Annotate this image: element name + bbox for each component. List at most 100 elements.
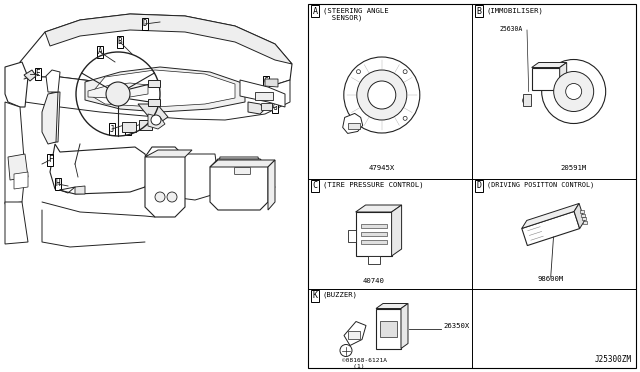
Circle shape xyxy=(357,70,407,120)
Text: D: D xyxy=(477,182,481,190)
Circle shape xyxy=(340,344,352,356)
FancyBboxPatch shape xyxy=(356,212,392,256)
Text: B: B xyxy=(118,38,122,46)
Polygon shape xyxy=(139,120,152,130)
Polygon shape xyxy=(167,154,218,200)
Polygon shape xyxy=(376,304,408,308)
Polygon shape xyxy=(42,92,58,144)
Polygon shape xyxy=(88,83,148,98)
FancyBboxPatch shape xyxy=(360,240,387,244)
Polygon shape xyxy=(401,304,408,349)
Polygon shape xyxy=(240,80,285,107)
Polygon shape xyxy=(75,186,85,194)
Polygon shape xyxy=(5,62,28,107)
Text: E: E xyxy=(36,70,40,78)
Circle shape xyxy=(106,82,130,106)
Polygon shape xyxy=(85,67,245,112)
Polygon shape xyxy=(523,93,531,106)
FancyBboxPatch shape xyxy=(348,230,356,242)
Text: 98600M: 98600M xyxy=(538,276,564,282)
Text: D: D xyxy=(143,19,147,29)
Text: 47945X: 47945X xyxy=(369,165,395,171)
FancyBboxPatch shape xyxy=(580,210,584,213)
Polygon shape xyxy=(52,92,60,142)
Polygon shape xyxy=(210,160,275,167)
FancyBboxPatch shape xyxy=(376,308,401,349)
Polygon shape xyxy=(20,72,290,120)
Circle shape xyxy=(368,81,396,109)
FancyBboxPatch shape xyxy=(367,256,380,264)
Polygon shape xyxy=(248,102,265,114)
FancyBboxPatch shape xyxy=(255,92,273,100)
Circle shape xyxy=(151,115,161,125)
Text: B: B xyxy=(477,6,481,16)
FancyBboxPatch shape xyxy=(532,67,559,90)
Text: C: C xyxy=(264,77,268,87)
FancyBboxPatch shape xyxy=(348,330,360,339)
Text: J25300ZM: J25300ZM xyxy=(595,355,632,364)
Polygon shape xyxy=(148,114,165,129)
FancyBboxPatch shape xyxy=(584,221,588,224)
Polygon shape xyxy=(342,113,363,134)
Text: A: A xyxy=(98,48,102,57)
Circle shape xyxy=(523,96,531,105)
Text: 25630A: 25630A xyxy=(500,26,524,32)
FancyBboxPatch shape xyxy=(581,214,585,217)
Polygon shape xyxy=(24,70,36,81)
Polygon shape xyxy=(45,14,292,64)
Text: (TIRE PRESSURE CONTROL): (TIRE PRESSURE CONTROL) xyxy=(323,182,424,189)
Text: 26350X: 26350X xyxy=(443,324,469,330)
Circle shape xyxy=(541,60,605,124)
Circle shape xyxy=(554,71,594,112)
Text: 40740: 40740 xyxy=(363,278,385,284)
Polygon shape xyxy=(559,62,566,90)
FancyBboxPatch shape xyxy=(348,124,360,129)
Text: G: G xyxy=(273,103,277,112)
Circle shape xyxy=(566,83,582,99)
Text: ©08168-6121A
   (1): ©08168-6121A (1) xyxy=(342,359,387,369)
Circle shape xyxy=(167,192,177,202)
Polygon shape xyxy=(522,211,580,246)
Text: 20591M: 20591M xyxy=(561,165,587,171)
Polygon shape xyxy=(574,203,585,228)
Text: C: C xyxy=(312,182,317,190)
Circle shape xyxy=(356,70,360,74)
Circle shape xyxy=(344,57,420,133)
Polygon shape xyxy=(344,321,366,346)
Text: (IMMOBILISER): (IMMOBILISER) xyxy=(487,7,544,13)
Polygon shape xyxy=(145,150,192,157)
Polygon shape xyxy=(145,147,185,217)
Polygon shape xyxy=(122,122,136,132)
Polygon shape xyxy=(90,70,235,107)
Polygon shape xyxy=(50,144,150,194)
Polygon shape xyxy=(8,154,28,180)
Bar xyxy=(0,0,308,372)
Text: S: S xyxy=(344,348,348,353)
Polygon shape xyxy=(265,79,278,87)
FancyBboxPatch shape xyxy=(360,232,387,236)
Text: K: K xyxy=(312,292,317,301)
Text: H: H xyxy=(56,180,60,189)
Polygon shape xyxy=(138,104,168,124)
Text: K: K xyxy=(125,125,131,134)
Polygon shape xyxy=(14,172,28,189)
Text: (STEERING ANGLE
  SENSOR): (STEERING ANGLE SENSOR) xyxy=(323,7,388,21)
Polygon shape xyxy=(532,62,566,67)
Polygon shape xyxy=(216,157,262,197)
Polygon shape xyxy=(5,202,28,244)
FancyBboxPatch shape xyxy=(360,224,387,228)
Polygon shape xyxy=(210,159,268,210)
Text: J: J xyxy=(109,125,115,134)
Text: (BUZZER): (BUZZER) xyxy=(323,292,358,298)
Text: A: A xyxy=(312,6,317,16)
FancyBboxPatch shape xyxy=(380,321,397,337)
Text: F: F xyxy=(48,155,52,164)
Circle shape xyxy=(403,116,407,120)
Polygon shape xyxy=(5,102,25,204)
Circle shape xyxy=(155,192,165,202)
Polygon shape xyxy=(356,205,402,212)
FancyBboxPatch shape xyxy=(148,80,160,87)
FancyBboxPatch shape xyxy=(234,167,250,174)
FancyBboxPatch shape xyxy=(148,99,160,106)
Bar xyxy=(308,4,636,368)
